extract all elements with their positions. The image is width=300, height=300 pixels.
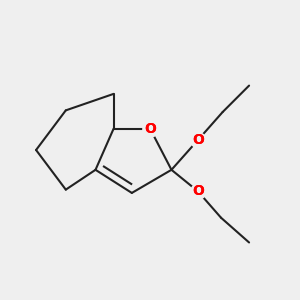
Text: O: O xyxy=(192,184,204,198)
Text: O: O xyxy=(144,122,156,136)
Text: O: O xyxy=(192,133,204,147)
Text: O: O xyxy=(192,133,204,147)
Text: O: O xyxy=(144,122,156,136)
Text: O: O xyxy=(192,184,204,198)
